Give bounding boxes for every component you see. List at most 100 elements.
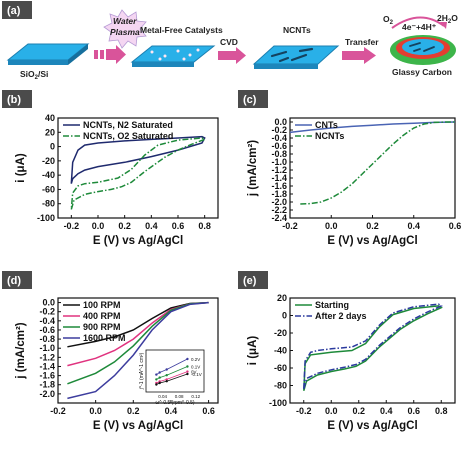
- y-tick-label: -1.4: [39, 361, 55, 371]
- y-tick-label: -1.8: [271, 189, 287, 199]
- series-line: [300, 121, 455, 205]
- y-tick-label: -0.2: [39, 307, 55, 317]
- series-line: [70, 137, 207, 210]
- legend-label: 1600 RPM: [83, 333, 126, 343]
- inset-point: [186, 365, 189, 368]
- ncnt-tubes: [270, 47, 314, 63]
- reaction-label: 4e⁻+4H⁺: [402, 22, 437, 32]
- y-tick-label: -100: [37, 213, 55, 223]
- chart-e: -0.2 0.0 0.2 0.4 0.6 0.8 -100 -80 -60 -40 -20 0 20 E …: [247, 293, 456, 432]
- y-tick-label: -20: [42, 156, 55, 166]
- y-tick-label: 0.0: [42, 298, 55, 308]
- x-tick-label: 0.2: [127, 406, 140, 416]
- y-tick-label: -80: [42, 199, 55, 209]
- substrate-side: [8, 60, 68, 65]
- y-tick-label: -1.2: [271, 165, 287, 175]
- y-tick-label: -60: [274, 363, 287, 373]
- plot-frame: [57, 117, 219, 219]
- glassy-carbon-label: Glassy Carbon: [392, 67, 452, 77]
- legend-label: NCNTs, N2 Saturated: [83, 120, 173, 130]
- y-tick-label: -2.0: [39, 389, 55, 399]
- x-tick-label: 0.2: [352, 406, 365, 416]
- inset-fit-line: [156, 358, 188, 375]
- water-plasma-line1: Water: [113, 16, 137, 26]
- y-tick-label: -0.4: [39, 316, 55, 326]
- chevron-arrow-icon: [94, 45, 126, 64]
- y-tick-label: -80: [274, 381, 287, 391]
- x-tick-label: 0.0: [325, 221, 338, 231]
- curved-arrow-icon: [342, 47, 376, 64]
- legend-label: NCNTs: [315, 131, 344, 141]
- series-line: [303, 305, 443, 392]
- panel-b-label-bg: [2, 90, 32, 108]
- panel-a-label-bg: [2, 1, 32, 19]
- inset-series-label: 0.2V: [191, 357, 200, 362]
- ncnt-plate-side: [254, 64, 318, 69]
- x-tick-label: 0.4: [165, 406, 178, 416]
- inset-point: [158, 371, 161, 374]
- x-tick-label: 0.8: [198, 221, 211, 231]
- x-tick-label: 0.0: [92, 221, 105, 231]
- inset-x-tick: 0.08: [175, 394, 184, 399]
- y-tick-label: -100: [269, 398, 287, 408]
- y-axis-label: i (μA): [247, 336, 259, 366]
- metal-free-label: Metal-Free Catalysts: [140, 25, 223, 35]
- x-tick-label: -0.2: [64, 221, 80, 231]
- y-axis-label: j (mA/cm²): [247, 140, 259, 197]
- x-tick-label: 0.0: [325, 406, 338, 416]
- inset-point: [155, 383, 158, 386]
- x-tick-label: 0.8: [435, 406, 448, 416]
- panel-c-label: (c): [243, 94, 257, 106]
- y-tick-label: -2.4: [271, 213, 287, 223]
- inset-point: [155, 378, 158, 381]
- y-tick-label: 0: [50, 142, 55, 152]
- y-tick-label: 0.0: [274, 117, 287, 127]
- catalyst-plate-side: [132, 62, 194, 67]
- y-tick-label: -1.8: [39, 380, 55, 390]
- inset-point: [158, 381, 161, 385]
- inset-series-label: 0.1V: [191, 365, 200, 370]
- flat-arrow-icon: [218, 47, 246, 64]
- y-tick-label: -40: [42, 170, 55, 180]
- x-tick-label: 0.4: [380, 406, 393, 416]
- y-tick-label: 40: [45, 113, 55, 123]
- substrate-label: SiO2/Si: [20, 69, 48, 81]
- y-tick-label: -1.0: [39, 343, 55, 353]
- x-axis-label: E (V) vs Ag/AgCl: [93, 420, 183, 432]
- inset-point: [155, 373, 158, 376]
- inset-point: [165, 368, 168, 371]
- inset-x-tick: 0.04: [158, 394, 167, 399]
- inset-fit-line: [156, 373, 188, 385]
- x-tick-label: 0.2: [118, 221, 131, 231]
- y-tick-label: 0: [282, 311, 287, 321]
- catalyst-dots: [150, 48, 200, 61]
- panel-e-label: (e): [243, 275, 257, 287]
- panel-a-schematic: (a) SiO2/Si Water Plasma Metal-Free Cata…: [2, 1, 458, 81]
- inset-fit-line: [156, 366, 188, 380]
- reaction-arc-arrow: [391, 16, 445, 29]
- substrate-side-right: [68, 44, 88, 65]
- y-axis-label: j (mA/cm²): [15, 322, 27, 379]
- x-axis-label: E (V) vs Ag/AgCl: [93, 235, 183, 247]
- ncnt-plate: [252, 45, 340, 65]
- y-tick-label: -1.0: [271, 157, 287, 167]
- y-tick-label: -0.8: [271, 149, 287, 159]
- inset-point: [186, 370, 189, 373]
- legend-label: NCNTs, O2 Saturated: [83, 131, 173, 141]
- y-tick-label: 20: [45, 127, 55, 137]
- y-tick-label: -0.8: [39, 334, 55, 344]
- o2-label: O2: [383, 14, 394, 26]
- inset-point: [158, 376, 161, 379]
- x-tick-label: 0.6: [449, 221, 462, 231]
- y-tick-label: 20: [277, 293, 287, 303]
- panel-e-label-bg: [238, 271, 268, 289]
- y-tick-label: -20: [274, 328, 287, 338]
- x-tick-label: 0.0: [89, 406, 102, 416]
- panel-b-label: (b): [7, 94, 21, 106]
- panel-d-label-bg: [2, 271, 32, 289]
- x-tick-label: 0.6: [172, 221, 185, 231]
- plot-frame: [289, 297, 456, 404]
- transfer-label: Transfer: [345, 37, 379, 47]
- inset-x-label: ω^-0.5 (rpm^-0.5): [155, 400, 194, 406]
